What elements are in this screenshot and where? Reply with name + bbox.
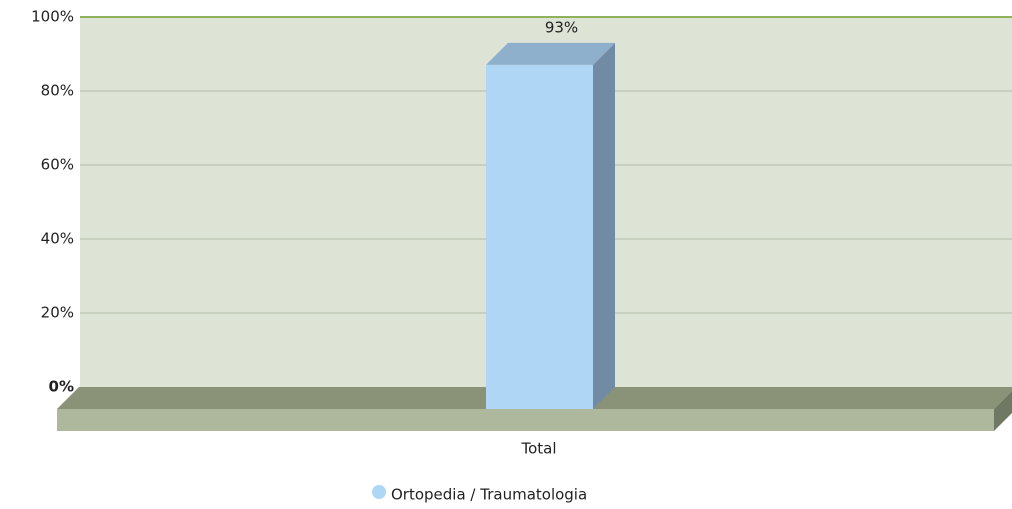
x-tick-label: Total [520, 440, 556, 458]
value-label: 93% [545, 18, 578, 36]
floor-side [994, 391, 1012, 431]
y-tick-label: 60% [41, 156, 74, 174]
bar-side [593, 42, 615, 410]
bar-top [486, 42, 615, 65]
marks [486, 42, 615, 410]
y-tick-label: 20% [41, 304, 74, 322]
y-tick-label: 40% [41, 230, 74, 248]
floor-front [57, 409, 994, 431]
y-tick-label: 0% [49, 378, 74, 396]
legend-swatch [372, 485, 386, 499]
legend-label: Ortopedia / Traumatologia [391, 486, 587, 504]
y-tick-label: 100% [31, 8, 74, 26]
bar [486, 64, 593, 410]
y-tick-label: 80% [41, 82, 74, 100]
